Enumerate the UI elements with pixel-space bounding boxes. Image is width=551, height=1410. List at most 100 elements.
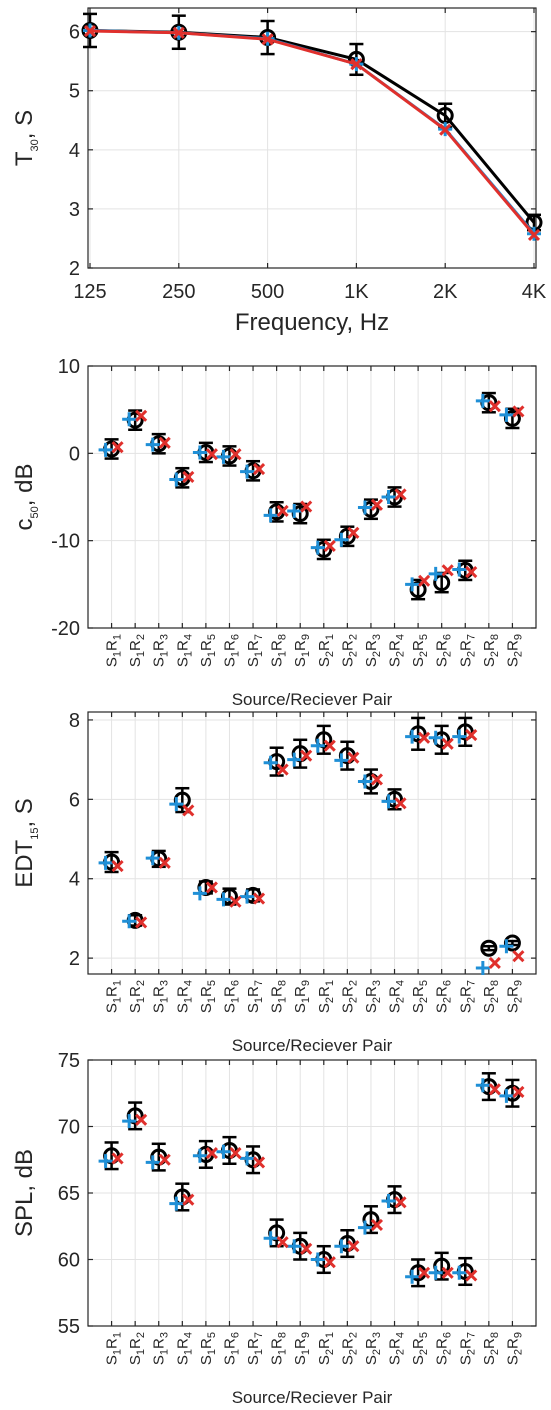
tick-part: 1 — [159, 651, 171, 657]
tick-part: 9 — [512, 1332, 524, 1338]
data-point-x — [418, 731, 431, 744]
x-tick-label: S1R4 — [174, 1332, 194, 1365]
tick-part: 2 — [324, 997, 336, 1003]
tick-part: 2 — [418, 997, 430, 1003]
x-tick-label: S2R8 — [481, 634, 501, 667]
data-point-plus — [122, 914, 137, 929]
tick-part: R — [151, 1338, 168, 1349]
tick-part: 8 — [277, 980, 289, 986]
x-tick-label: S1R8 — [269, 1332, 289, 1365]
tick-part: R — [504, 1338, 521, 1349]
x-tick-label: S2R6 — [434, 634, 454, 667]
tick-part: R — [481, 986, 498, 997]
data-point-plus — [192, 1148, 207, 1163]
tick-part: R — [457, 1338, 474, 1349]
data-point-x — [276, 763, 289, 776]
data-point-x — [205, 1147, 218, 1160]
tick-part: 1 — [112, 651, 124, 657]
data-point-plus — [145, 851, 160, 866]
data-point-x — [135, 1113, 148, 1126]
data-point-x — [252, 462, 266, 476]
data-point-x — [394, 797, 407, 810]
tick-part: S — [127, 657, 144, 667]
data-point-x — [441, 564, 454, 577]
tick-part: 9 — [512, 634, 524, 640]
data-point-plus — [216, 892, 231, 907]
tick-part: S — [481, 657, 498, 667]
x-tick-label: 500 — [251, 281, 284, 303]
tick-part: R — [339, 1338, 356, 1349]
data-point-x — [276, 1236, 289, 1249]
data-point-plus — [381, 1193, 396, 1208]
tick-part: 2 — [465, 1349, 477, 1355]
y-tick-label: 2 — [69, 258, 80, 280]
tick-part: 2 — [442, 651, 454, 657]
x-tick-label: S2R6 — [434, 980, 454, 1013]
x-axis-label: Frequency, Hz — [235, 309, 389, 336]
x-tick-label: S1R5 — [198, 1332, 218, 1365]
tick-part: S — [151, 657, 168, 667]
x-tick-label: S2R9 — [504, 1332, 524, 1365]
tick-part: R — [316, 1338, 333, 1349]
y-tick-label: 3 — [69, 199, 80, 221]
x-tick-label: 4K — [522, 281, 547, 303]
tick-part: R — [292, 986, 309, 997]
x-tick-label: S2R7 — [457, 980, 477, 1013]
x-tick-label: S1R2 — [127, 1332, 147, 1365]
tick-part: 2 — [489, 997, 501, 1003]
series-plus — [98, 393, 514, 592]
tick-part: 6 — [442, 1332, 454, 1338]
data-point-x — [300, 500, 313, 513]
x-tick-label: S2R1 — [316, 1332, 336, 1365]
data-point-plus — [169, 472, 184, 487]
tick-part: R — [104, 1338, 121, 1349]
x-tick-label: S2R4 — [387, 1332, 407, 1365]
data-point-x — [135, 916, 148, 929]
x-tick-label: S1R2 — [127, 634, 147, 667]
tick-part: 1 — [277, 1349, 289, 1355]
x-tick-label: S1R9 — [292, 634, 312, 667]
y-tick-label: -20 — [51, 618, 80, 640]
data-point-plus — [452, 729, 467, 744]
tick-part: 8 — [489, 1332, 501, 1338]
x-tick-label: S1R3 — [151, 1332, 171, 1365]
tick-part: R — [104, 986, 121, 997]
tick-part: R — [198, 1338, 215, 1349]
x-tick-label: S2R2 — [339, 1332, 359, 1365]
tick-part: 1 — [159, 1349, 171, 1355]
tick-part: 1 — [182, 651, 194, 657]
x-tick-label: S1R3 — [151, 634, 171, 667]
data-point-x — [465, 1269, 478, 1282]
data-point-x — [323, 539, 336, 552]
x-tick-label: 250 — [162, 281, 195, 303]
tick-part: 6 — [442, 980, 454, 986]
tick-part: R — [387, 1338, 404, 1349]
x-axis-label: Source/Reciever Pair — [232, 1036, 393, 1055]
tick-part: 8 — [277, 634, 289, 640]
tick-part: R — [504, 986, 521, 997]
tick-part: R — [245, 986, 262, 997]
tick-part: R — [151, 640, 168, 651]
x-tick-label: S1R1 — [104, 1332, 124, 1365]
data-point-plus — [357, 774, 372, 789]
x-tick-label: S1R7 — [245, 634, 265, 667]
data-point-plus — [145, 437, 160, 452]
data-point-x — [441, 737, 454, 750]
tick-part: R — [245, 640, 262, 651]
data-point-x — [172, 26, 185, 39]
x-tick-label: S2R8 — [481, 980, 501, 1013]
tick-part: S — [363, 1003, 380, 1013]
tick-part: 2 — [135, 1332, 147, 1338]
tick-part: 1 — [112, 1332, 124, 1338]
tick-part: R — [434, 1338, 451, 1349]
x-tick-label: S2R2 — [339, 980, 359, 1013]
data-point-x — [83, 24, 97, 38]
tick-part: S — [198, 1003, 215, 1013]
tick-part: 2 — [347, 1349, 359, 1355]
x-tick-label: S2R9 — [504, 634, 524, 667]
tick-part: S — [269, 657, 286, 667]
data-point-x — [205, 448, 218, 461]
tick-part: S — [292, 1355, 309, 1365]
series-x — [111, 1083, 525, 1282]
